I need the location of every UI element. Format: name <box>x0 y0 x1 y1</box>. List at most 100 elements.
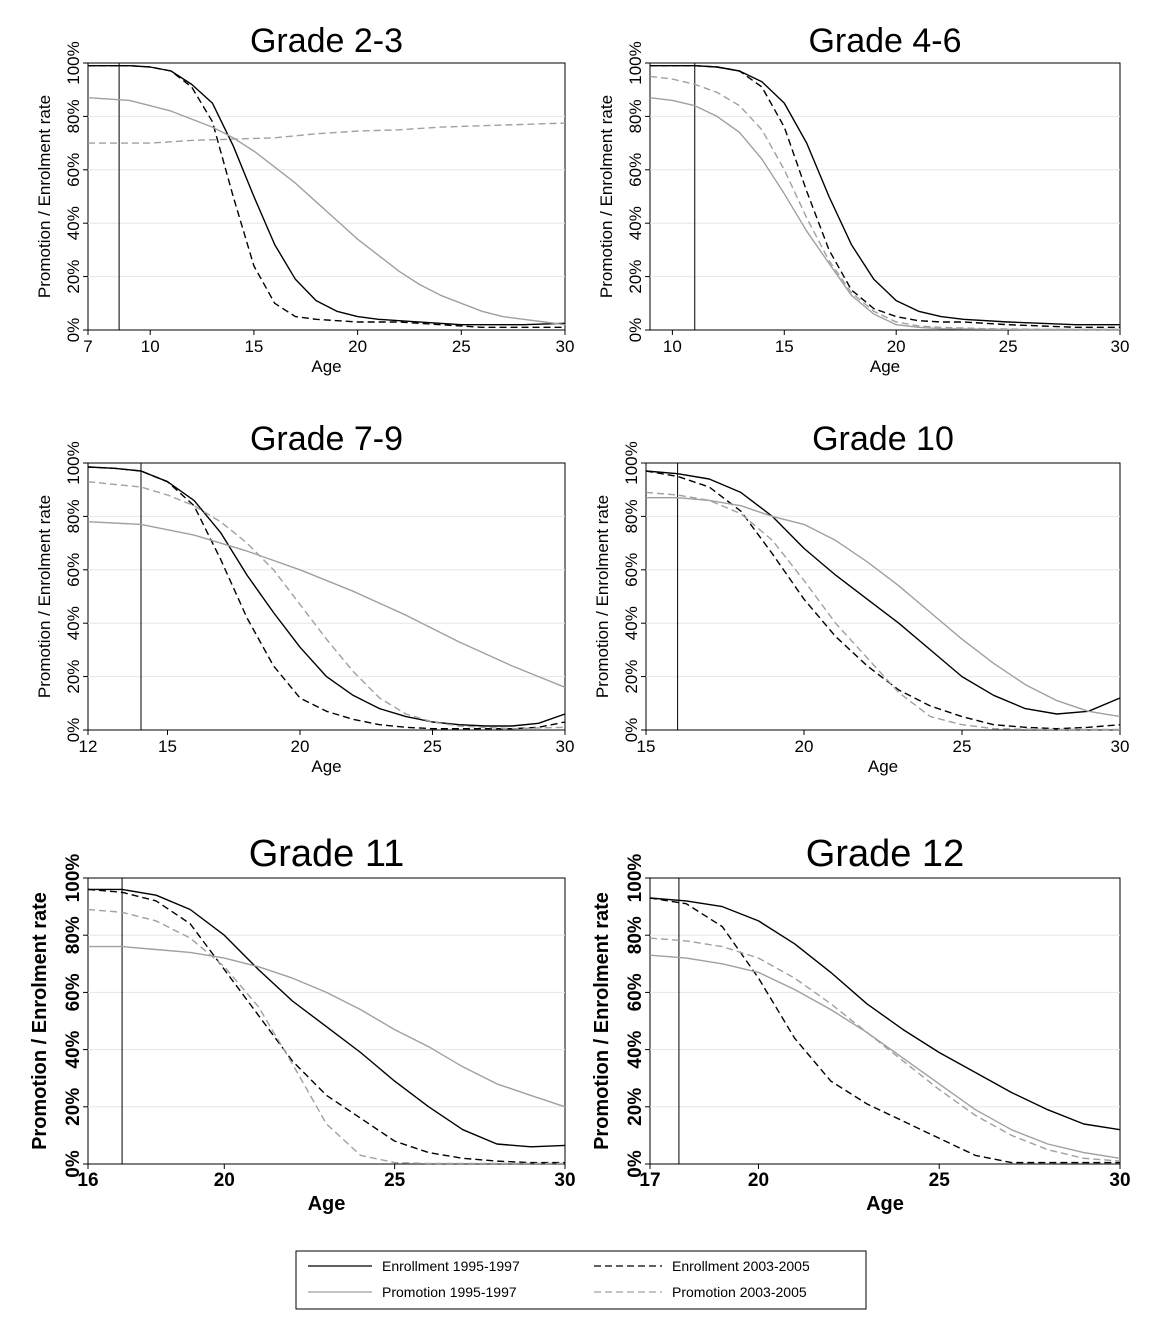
x-tick-label: 20 <box>748 1170 769 1191</box>
series-enrollment-2003-2005 <box>88 64 565 328</box>
panel-grade-4-6: 0% 20% 40% 60% 80% 100% 10 15 20 25 30 Grade 4-6 Age… <box>597 22 1129 376</box>
y-axis-label: Promotion / Enrolment rate <box>591 892 613 1150</box>
x-tick-label: 15 <box>158 737 177 756</box>
x-tick-label: 20 <box>214 1170 235 1191</box>
x-tick-label: 16 <box>77 1170 98 1191</box>
y-tick-label: 40% <box>625 1030 646 1068</box>
x-tick-label: 30 <box>554 1170 575 1191</box>
series-promotion-2003-2005 <box>645 491 1120 731</box>
y-tick-label: 0% <box>64 318 83 343</box>
x-tick-label: 25 <box>452 337 471 356</box>
x-tick-label: 30 <box>1111 337 1130 356</box>
y-tick-label: 60% <box>626 153 645 187</box>
x-axis-label: Age <box>866 1193 904 1215</box>
series-enrollment-1995-1997 <box>88 888 566 1148</box>
series-promotion-2003-2005 <box>87 481 566 730</box>
panel-title: Grade 2-3 <box>250 22 403 60</box>
panel-grade-2-3: 0% 20% 40% 60% 80% 100% 7 10 15 20 25 30 Grade 2-3 Ag… <box>35 22 574 376</box>
legend-label: Enrollment 1995-1997 <box>382 1258 520 1274</box>
x-tick-label: 20 <box>291 737 310 756</box>
x-axis-label: Age <box>308 1193 346 1215</box>
y-axis-label: Promotion / Enrolment rate <box>35 95 54 298</box>
x-axis-label: Age <box>311 757 341 776</box>
legend-label: Promotion 2003-2005 <box>672 1284 807 1300</box>
panel-title: Grade 12 <box>806 833 964 875</box>
y-tick-label: 100% <box>63 854 84 903</box>
series-enrollment-2003-2005 <box>650 64 1120 328</box>
series-promotion-1995-1997 <box>646 497 1121 718</box>
y-tick-label: 80% <box>626 99 645 133</box>
y-axis-label: Promotion / Enrolment rate <box>35 495 54 698</box>
y-tick-label: 80% <box>625 916 646 954</box>
x-axis-label: Age <box>311 357 341 376</box>
x-tick-label: 30 <box>1111 737 1130 756</box>
x-tick-label: 15 <box>775 337 794 356</box>
panel-title: Grade 4-6 <box>808 22 961 60</box>
y-axis-label: Promotion / Enrolment rate <box>29 892 51 1150</box>
y-tick-label: 0% <box>622 718 641 743</box>
x-tick-label: 15 <box>244 337 263 356</box>
series-enrollment-2003-2005 <box>87 888 565 1164</box>
series-promotion-2003-2005 <box>649 75 1120 331</box>
panel-grade-10: 0% 20% 40% 60% 80% 100% 15 20 25 30 Grade 10 Age Pro… <box>593 420 1129 776</box>
y-tick-label: 20% <box>622 660 641 694</box>
legend-label: Promotion 1995-1997 <box>382 1284 517 1300</box>
panel-grade-11: 0% 20% 40% 60% 80% 100% 16 20 25 30 Grade 11 Age Pro… <box>29 833 576 1215</box>
legend-box <box>295 1250 867 1310</box>
y-tick-label: 0% <box>626 318 645 343</box>
y-tick-label: 100% <box>622 441 641 484</box>
x-tick-label: 25 <box>929 1170 951 1191</box>
series-promotion-2003-2005 <box>649 937 1121 1162</box>
x-tick-label: 20 <box>348 337 367 356</box>
y-tick-label: 100% <box>64 441 83 484</box>
plot-frame <box>87 62 566 331</box>
y-tick-label: 80% <box>64 99 83 133</box>
x-tick-label: 15 <box>637 737 656 756</box>
y-tick-label: 40% <box>63 1030 84 1068</box>
x-tick-label: 20 <box>795 737 814 756</box>
y-tick-label: 20% <box>625 1088 646 1126</box>
x-tick-label: 20 <box>887 337 906 356</box>
plot-frame <box>87 877 566 1165</box>
x-tick-label: 10 <box>663 337 682 356</box>
legend-label: Enrollment 2003-2005 <box>672 1258 810 1274</box>
y-tick-label: 100% <box>64 41 83 84</box>
plot-frame <box>87 462 566 731</box>
y-tick-label: 40% <box>64 206 83 240</box>
y-tick-label: 40% <box>626 206 645 240</box>
series-promotion-1995-1997 <box>87 97 566 326</box>
x-tick-label: 30 <box>556 337 575 356</box>
legend-item-enrollment-2003-2005: Enrollment 2003-2005 <box>594 1258 810 1274</box>
series-enrollment-1995-1997 <box>645 470 1121 715</box>
y-tick-label: 60% <box>64 153 83 187</box>
y-tick-label: 0% <box>625 1150 646 1178</box>
panel-grade-12: 0% 20% 40% 60% 80% 100% 17 20 25 30 Grade 12 Age Pro… <box>591 833 1131 1215</box>
y-axis-label: Promotion / Enrolment rate <box>597 95 616 298</box>
panel-title: Grade 11 <box>249 833 405 875</box>
x-tick-label: 25 <box>953 737 972 756</box>
legend: Enrollment 1995-1997 Enrollment 2003-200… <box>295 1250 867 1310</box>
y-tick-label: 80% <box>64 499 83 533</box>
x-tick-label: 17 <box>639 1170 660 1191</box>
y-tick-label: 20% <box>64 260 83 294</box>
y-tick-label: 0% <box>64 718 83 743</box>
series-promotion-1995-1997 <box>649 954 1121 1159</box>
y-tick-label: 40% <box>622 606 641 640</box>
series-enrollment-2003-2005 <box>645 470 1121 730</box>
plot-frame <box>649 62 1121 331</box>
series-enrollment-1995-1997 <box>649 897 1121 1131</box>
x-tick-label: 12 <box>79 737 98 756</box>
plot-frame <box>649 877 1121 1165</box>
series-promotion-1995-1997 <box>87 521 566 688</box>
series-promotion-1995-1997 <box>88 945 566 1108</box>
y-axis-label: Promotion / Enrolment rate <box>593 495 612 698</box>
y-tick-label: 100% <box>626 41 645 84</box>
y-tick-label: 80% <box>622 499 641 533</box>
y-tick-label: 60% <box>63 973 84 1011</box>
y-tick-label: 60% <box>64 553 83 587</box>
series-enrollment-2003-2005 <box>649 897 1120 1164</box>
panel-title: Grade 7-9 <box>250 420 403 458</box>
y-tick-label: 20% <box>626 260 645 294</box>
